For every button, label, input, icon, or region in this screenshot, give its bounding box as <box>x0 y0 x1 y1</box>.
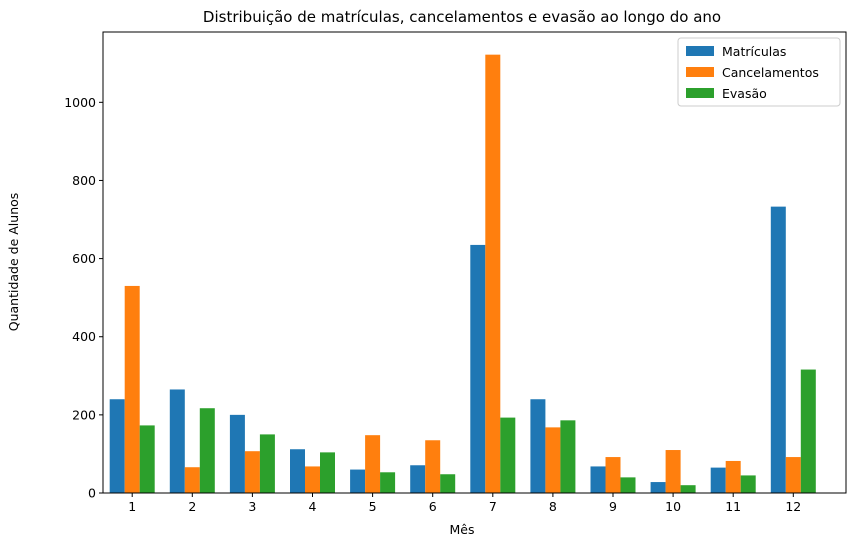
bar-Evasão-5 <box>380 472 396 493</box>
y-tick-label: 200 <box>72 407 96 422</box>
x-tick-label: 7 <box>489 499 497 514</box>
plot-area <box>109 54 816 493</box>
legend-box <box>677 37 841 107</box>
bar-Cancelamentos-12 <box>785 457 801 493</box>
bar-Evasão-4 <box>320 452 335 493</box>
bar-Evasão-12 <box>800 369 816 493</box>
legend: Matrículas Cancelamentos Evasão <box>677 37 841 107</box>
legend-label: Matrículas <box>722 44 786 59</box>
bar-Matrículas-12 <box>770 206 786 493</box>
legend-label: Evasão <box>722 86 767 101</box>
bar-Cancelamentos-10 <box>665 450 681 493</box>
y-tick-label: 600 <box>72 251 96 266</box>
bar-Matrículas-10 <box>650 482 666 493</box>
bar-Matrículas-5 <box>350 469 366 493</box>
bar-Cancelamentos-9 <box>605 457 621 493</box>
chart-title: Distribuição de matrículas, cancelamento… <box>203 8 721 26</box>
bar-Matrículas-3 <box>229 414 245 493</box>
x-tick-label: 4 <box>309 499 317 514</box>
legend-label: Cancelamentos <box>722 65 819 80</box>
bar-Matrículas-9 <box>590 466 606 493</box>
bar-Matrículas-4 <box>290 449 305 493</box>
x-tick-label: 12 <box>785 499 801 514</box>
bar-Evasão-10 <box>680 485 696 493</box>
x-tick-label: 8 <box>549 499 557 514</box>
bar-Evasão-8 <box>560 420 576 493</box>
plot-frame <box>102 31 847 494</box>
y-axis: 0 200 400 600 800 1000 <box>64 95 103 501</box>
bar-Cancelamentos-8 <box>545 427 561 493</box>
y-tick-label: 400 <box>72 329 96 344</box>
bar-Matrículas-2 <box>169 389 185 493</box>
bar-Evasão-2 <box>199 408 215 493</box>
bar-Cancelamentos-6 <box>425 440 441 493</box>
bar-Cancelamentos-2 <box>184 467 200 493</box>
bar-Matrículas-8 <box>530 399 546 493</box>
legend-swatch <box>686 67 714 77</box>
y-tick-label: 0 <box>88 486 96 501</box>
x-tick-label: 5 <box>369 499 377 514</box>
bar-Evasão-9 <box>620 477 636 493</box>
bar-Cancelamentos-5 <box>365 435 381 493</box>
legend-swatch <box>686 46 714 56</box>
bar-Evasão-1 <box>139 425 155 493</box>
bar-Matrículas-6 <box>410 465 426 493</box>
bar-Matrículas-11 <box>710 467 726 493</box>
bar-Evasão-3 <box>259 434 275 493</box>
x-tick-label: 3 <box>248 499 256 514</box>
x-tick-label: 1 <box>128 499 136 514</box>
bar-Evasão-7 <box>500 417 516 493</box>
bar-Matrículas-7 <box>470 244 486 493</box>
bar-Evasão-11 <box>740 475 756 493</box>
x-axis-label: Mês <box>450 522 475 537</box>
x-tick-label: 2 <box>188 499 196 514</box>
bar-Cancelamentos-11 <box>725 460 741 493</box>
y-tick-label: 1000 <box>64 95 96 110</box>
bar-Cancelamentos-3 <box>244 451 260 493</box>
y-axis-label: Quantidade de Alunos <box>6 193 21 332</box>
bar-Cancelamentos-4 <box>305 466 320 493</box>
legend-swatch <box>686 88 714 98</box>
bar-Cancelamentos-1 <box>124 285 140 493</box>
y-tick-label: 800 <box>72 173 96 188</box>
bar-Evasão-6 <box>440 474 456 493</box>
bar-Matrículas-1 <box>109 399 125 493</box>
x-tick-label: 9 <box>609 499 617 514</box>
x-tick-label: 11 <box>725 499 741 514</box>
bar-Cancelamentos-7 <box>485 54 501 493</box>
x-tick-label: 6 <box>429 499 437 514</box>
x-axis: 1 2 3 4 5 6 7 8 9 10 11 12 <box>128 493 801 514</box>
x-tick-label: 10 <box>665 499 681 514</box>
